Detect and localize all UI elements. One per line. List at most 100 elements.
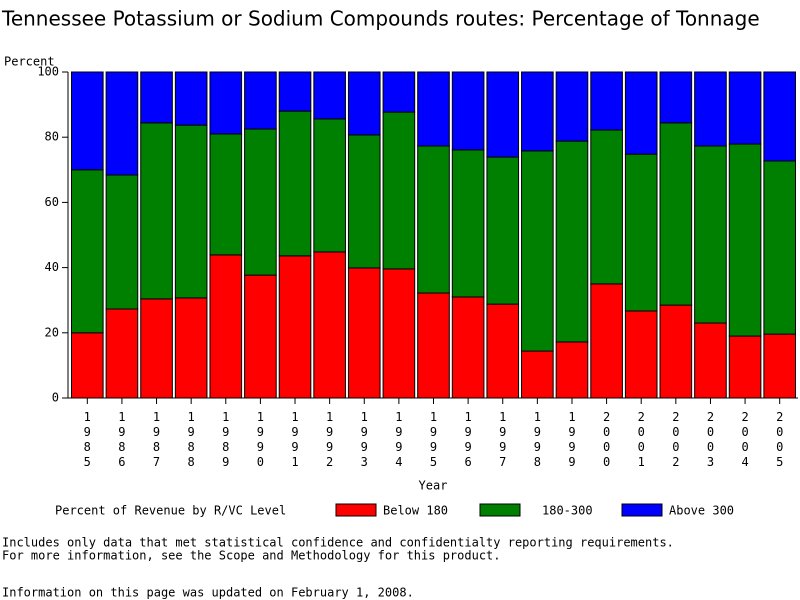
legend-label: Below 180 — [383, 504, 448, 518]
bar-segment — [521, 150, 554, 352]
bar-segment — [694, 145, 727, 324]
x-tick-label: 1992 — [323, 410, 337, 470]
x-tick-label: 2001 — [634, 410, 648, 470]
legend-swatch — [335, 503, 377, 517]
legend-label: 180-300 — [542, 504, 593, 518]
x-tick-label: 1991 — [288, 410, 302, 470]
bar-segment — [140, 122, 173, 300]
note: Includes only data that met statistical … — [2, 536, 674, 550]
bar-segment — [278, 255, 312, 399]
legend-label: Above 300 — [669, 504, 734, 518]
bar-segment — [659, 304, 693, 399]
bar-segment — [347, 71, 381, 136]
bar-segment — [590, 129, 623, 285]
bar-segment — [486, 303, 520, 399]
x-tick-label: 1993 — [357, 410, 371, 470]
y-tick-label: 80 — [45, 130, 59, 144]
bar-segment — [555, 140, 589, 343]
bar-segment — [382, 71, 416, 113]
y-tick-label: 100 — [37, 65, 59, 79]
bar-segment — [728, 335, 762, 399]
bar-segment — [382, 268, 416, 399]
bar-segment — [590, 283, 623, 399]
bar-segment — [71, 169, 104, 334]
bar-segment — [313, 251, 346, 399]
bar-segment — [174, 71, 208, 126]
bar-segment — [278, 110, 312, 257]
bar-segment — [417, 71, 450, 147]
bar-segment — [451, 149, 485, 298]
y-tick-label: 0 — [52, 391, 59, 405]
bar-segment — [382, 111, 416, 270]
x-tick-label: 2000 — [600, 410, 614, 470]
bar-segment — [624, 71, 658, 155]
bar-segment — [728, 71, 762, 145]
bar-segment — [244, 128, 277, 276]
legend-swatch — [479, 503, 521, 517]
bar-segment — [209, 71, 243, 135]
chart-title: Tennessee Potassium or Sodium Compounds … — [1, 7, 760, 31]
bar-segment — [244, 274, 277, 399]
bar-segment — [209, 254, 243, 399]
bar-segment — [763, 333, 797, 399]
bar-segment — [451, 296, 485, 399]
updated-note: Information on this page was updated on … — [2, 586, 414, 600]
x-tick-label: 1988 — [184, 410, 198, 470]
bar-segment — [694, 71, 727, 147]
bar-segment — [105, 71, 139, 176]
x-tick-label: 1997 — [496, 410, 510, 470]
x-tick-label: 2004 — [738, 410, 752, 470]
bar-segment — [174, 297, 208, 399]
bar-segment — [659, 71, 693, 124]
bar-segment — [555, 71, 589, 142]
x-tick-label: 2003 — [703, 410, 717, 470]
x-axis-label: Year — [419, 479, 448, 493]
bar-segment — [174, 124, 208, 299]
bar-segment — [521, 71, 554, 152]
legend-swatch — [621, 503, 663, 517]
y-tick-label: 40 — [45, 260, 59, 274]
bar-segment — [451, 71, 485, 151]
bar-segment — [105, 174, 139, 310]
x-tick-label: 2002 — [669, 410, 683, 470]
bar-segment — [313, 118, 346, 253]
bar-segment — [417, 145, 450, 294]
bar-segment — [555, 341, 589, 399]
x-tick-label: 1989 — [219, 410, 233, 470]
x-tick-label: 1995 — [427, 410, 441, 470]
bar-segment — [590, 71, 623, 131]
y-axis-label: Percent — [4, 55, 55, 69]
bar-segment — [71, 71, 104, 171]
bar-segment — [763, 160, 797, 335]
y-tick-label: 20 — [45, 325, 59, 339]
bar-segment — [278, 71, 312, 112]
bar-segment — [140, 71, 173, 124]
bar-segment — [728, 143, 762, 337]
x-tick-label: 1998 — [530, 410, 544, 470]
bar-segment — [140, 298, 173, 399]
bar-segment — [244, 71, 277, 130]
bar-segment — [624, 153, 658, 312]
bar-segment — [659, 122, 693, 306]
bar-segment — [486, 156, 520, 305]
bar-segment — [313, 71, 346, 120]
x-tick-label: 1987 — [150, 410, 164, 470]
bar-segment — [521, 350, 554, 399]
bar-segment — [105, 308, 139, 399]
bar-segment — [209, 133, 243, 256]
bar-segment — [624, 310, 658, 399]
bar-segment — [486, 71, 520, 158]
note: For more information, see the Scope and … — [2, 549, 501, 563]
x-tick-label: 1996 — [461, 410, 475, 470]
x-tick-label: 2005 — [773, 410, 787, 470]
x-tick-label: 1990 — [253, 410, 267, 470]
x-tick-label: 1994 — [392, 410, 406, 470]
bar-segment — [347, 134, 381, 269]
x-tick-label: 1985 — [80, 410, 94, 470]
bar-segment — [694, 322, 727, 399]
x-tick-label: 1999 — [565, 410, 579, 470]
bar-segment — [417, 292, 450, 399]
y-tick-label: 60 — [45, 195, 59, 209]
bar-segment — [347, 267, 381, 399]
